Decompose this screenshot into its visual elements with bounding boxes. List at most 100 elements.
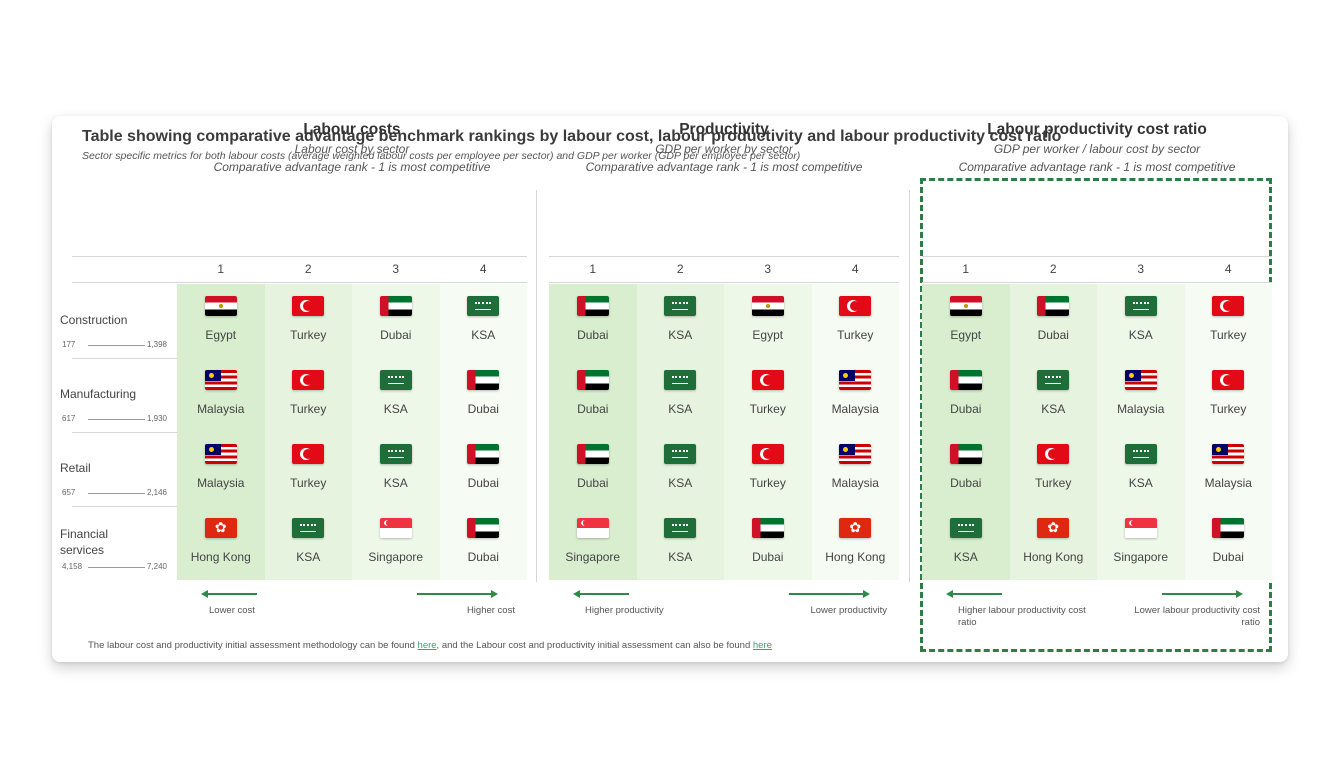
country-name: KSA (1128, 328, 1153, 342)
country-cell: Turkey (1184, 358, 1272, 432)
country-name: KSA (953, 550, 978, 564)
country-cell: KSA (636, 506, 724, 580)
country-name: Malaysia (197, 476, 245, 490)
ksa-flag-icon (379, 370, 412, 390)
table-rule (922, 256, 1272, 257)
country-cell: Turkey (264, 432, 352, 506)
rank-header: 1 (217, 262, 225, 276)
panel-divider (909, 190, 910, 582)
country-name: KSA (668, 402, 693, 416)
turkey-flag-icon (751, 444, 784, 464)
country-cell: Egypt (177, 284, 265, 358)
country-name: Turkey (749, 476, 786, 490)
country-name: Dubai (467, 550, 499, 564)
row-label-retail: Retail (60, 461, 91, 475)
singapore-flag-icon (1124, 518, 1157, 538)
country-name: KSA (383, 476, 408, 490)
hongkong-flag-icon (839, 518, 872, 538)
country-name: Malaysia (1117, 402, 1165, 416)
rank-header: 1 (962, 262, 970, 276)
range-line (88, 419, 145, 420)
row-label-construction: Construction (60, 313, 128, 327)
country-cell: Dubai (1009, 284, 1097, 358)
range-max: 7,240 (146, 562, 167, 571)
country-cell: KSA (439, 284, 527, 358)
assessment-link[interactable]: here (752, 640, 772, 651)
country-name: Turkey (290, 328, 327, 342)
country-name: Dubai (950, 476, 982, 490)
row-label-financial-services: Financial services (60, 527, 109, 557)
country-name: Dubai (1212, 550, 1244, 564)
country-cell: KSA (1097, 432, 1185, 506)
rank-header: 3 (392, 262, 400, 276)
panel-subheading: GDP per worker by sector (655, 142, 793, 156)
country-name: Hong Kong (190, 550, 251, 564)
turkey-flag-icon (292, 296, 325, 316)
country-name: Turkey (1035, 476, 1072, 490)
country-name: Malaysia (197, 402, 245, 416)
hongkong-flag-icon (204, 518, 237, 538)
country-cell: Turkey (264, 284, 352, 358)
arrow-head (573, 590, 580, 598)
turkey-flag-icon (1037, 444, 1070, 464)
country-name: KSA (668, 476, 693, 490)
range-line (88, 567, 145, 568)
range-line (88, 345, 145, 346)
country-name: Singapore (565, 550, 621, 564)
country-cell: Turkey (1184, 284, 1272, 358)
country-cell: Dubai (922, 432, 1010, 506)
ksa-flag-icon (664, 370, 697, 390)
country-name: Dubai (577, 328, 609, 342)
malaysia-flag-icon (839, 370, 872, 390)
table-rule (549, 256, 899, 257)
ksa-flag-icon (467, 296, 500, 316)
country-name: Egypt (752, 328, 784, 342)
country-cell: Malaysia (1097, 358, 1185, 432)
dubai-flag-icon (467, 444, 500, 464)
arrow-head (201, 590, 208, 598)
ksa-flag-icon (664, 444, 697, 464)
country-name: KSA (471, 328, 496, 342)
methodology-link[interactable]: here (417, 640, 437, 651)
footer-note: The labour cost and productivity initial… (88, 640, 772, 651)
country-name: Dubai (577, 402, 609, 416)
country-cell: Malaysia (811, 358, 899, 432)
country-name: Egypt (950, 328, 982, 342)
malaysia-flag-icon (1124, 370, 1157, 390)
turkey-flag-icon (1212, 296, 1245, 316)
range-min: 617 (62, 414, 76, 423)
malaysia-flag-icon (204, 444, 237, 464)
country-name: Egypt (205, 328, 237, 342)
country-cell: Dubai (1184, 506, 1272, 580)
panel-subheading: GDP per worker / labour cost by sector (993, 142, 1201, 156)
panel-header-1: Labour costs Labour cost by sector Compara… (177, 120, 527, 176)
country-name: KSA (1128, 476, 1153, 490)
country-name: Turkey (749, 402, 786, 416)
range-line (88, 493, 145, 494)
country-cell: Dubai (549, 432, 637, 506)
country-name: Dubai (467, 476, 499, 490)
country-name: Turkey (1210, 402, 1247, 416)
right-arrow (417, 590, 498, 598)
panel-heading: Productivity (679, 121, 769, 138)
rank-header: 4 (851, 262, 859, 276)
dubai-flag-icon (467, 518, 500, 538)
country-cell: Egypt (922, 284, 1010, 358)
country-name: KSA (296, 550, 321, 564)
country-cell: Dubai (549, 358, 637, 432)
panel-subheading: Labour cost by sector (294, 142, 410, 156)
ksa-flag-icon (379, 444, 412, 464)
range-max: 1,930 (146, 414, 167, 423)
dubai-flag-icon (576, 444, 609, 464)
table-rule (922, 282, 1272, 283)
country-cell: Dubai (439, 432, 527, 506)
country-cell: Egypt (724, 284, 812, 358)
arrow-head (491, 590, 498, 598)
rank-header: 2 (304, 262, 312, 276)
country-cell: Singapore (549, 506, 637, 580)
left-arrow (573, 590, 629, 598)
panel-divider (536, 190, 537, 582)
country-name: Singapore (1113, 550, 1169, 564)
rank-header: 4 (1224, 262, 1232, 276)
arrow-head (863, 590, 870, 598)
